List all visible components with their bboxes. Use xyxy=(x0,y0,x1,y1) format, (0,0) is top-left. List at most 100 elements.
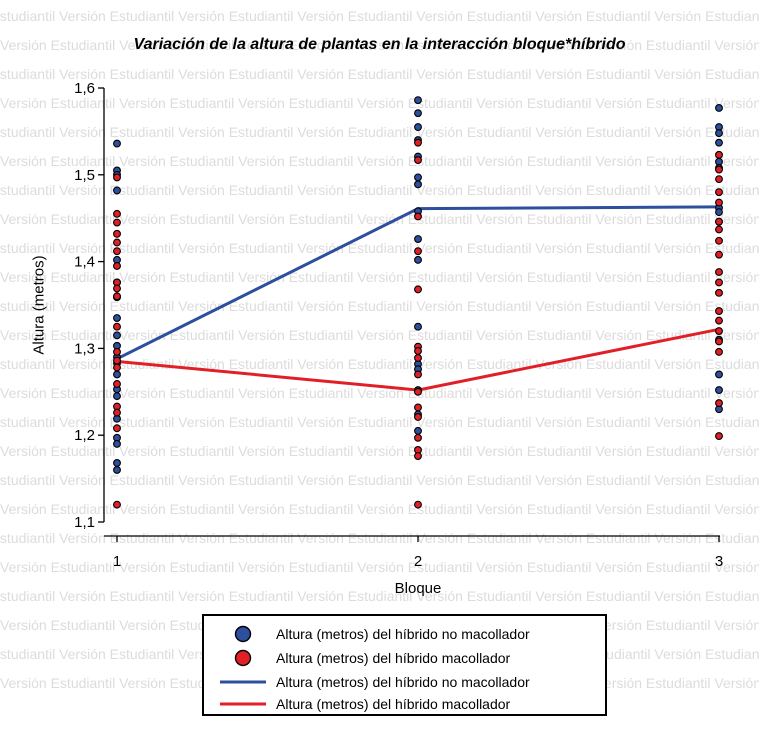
data-point xyxy=(114,409,121,416)
data-point xyxy=(716,348,723,355)
x-axis-label: Bloque xyxy=(395,580,442,597)
data-point xyxy=(114,348,121,355)
data-point xyxy=(114,239,121,246)
data-point xyxy=(114,174,121,181)
y-tick-label: 1,4 xyxy=(74,254,95,271)
data-point xyxy=(415,181,422,188)
data-point xyxy=(716,400,723,407)
legend-item-no-macollador-points: Altura (metros) del híbrido no macollado… xyxy=(204,622,605,646)
series-line xyxy=(117,207,719,359)
data-point xyxy=(114,315,121,322)
data-point xyxy=(114,140,121,147)
data-point xyxy=(114,219,121,226)
data-point xyxy=(716,176,723,183)
data-point xyxy=(716,371,723,378)
red-line-icon xyxy=(218,692,268,716)
legend-label: Altura (metros) del híbrido no macollado… xyxy=(276,626,530,642)
data-point xyxy=(716,338,723,345)
data-point xyxy=(114,210,121,217)
data-point xyxy=(415,286,422,293)
data-point xyxy=(114,440,121,447)
data-point xyxy=(415,213,422,220)
data-point xyxy=(716,433,723,440)
data-point xyxy=(716,251,723,258)
data-point xyxy=(716,289,723,296)
data-point xyxy=(114,425,121,432)
data-point xyxy=(716,199,723,206)
data-point xyxy=(415,348,422,355)
data-point xyxy=(716,105,723,112)
y-tick-label: 1,1 xyxy=(74,514,95,531)
legend-item-no-macollador-line: Altura (metros) del híbrido no macollado… xyxy=(204,670,605,694)
data-point xyxy=(415,427,422,434)
red-dot-icon xyxy=(218,646,268,670)
data-point xyxy=(114,357,121,364)
data-point xyxy=(415,124,422,131)
data-point xyxy=(415,355,422,362)
data-point xyxy=(114,467,121,474)
data-point xyxy=(415,434,422,441)
data-point xyxy=(415,256,422,263)
data-point xyxy=(415,388,422,395)
data-point xyxy=(415,97,422,104)
data-point xyxy=(716,151,723,158)
data-point xyxy=(415,453,422,460)
data-point xyxy=(415,157,422,164)
data-point xyxy=(415,371,422,378)
y-tick-label: 1,5 xyxy=(74,167,95,184)
data-point xyxy=(716,226,723,233)
data-point xyxy=(415,174,422,181)
blue-line-icon xyxy=(218,670,268,694)
data-point xyxy=(415,110,422,117)
data-point xyxy=(415,414,422,421)
y-tick-label: 1,3 xyxy=(74,340,95,357)
data-point xyxy=(716,139,723,146)
data-point xyxy=(415,323,422,330)
data-point xyxy=(716,209,723,216)
data-point xyxy=(114,460,121,467)
data-point xyxy=(114,501,121,508)
legend-label: Altura (metros) del híbrido macollador xyxy=(276,696,510,712)
data-point xyxy=(114,285,121,292)
data-point xyxy=(415,248,422,255)
data-point xyxy=(114,381,121,388)
data-point xyxy=(114,248,121,255)
y-tick-label: 1,2 xyxy=(74,427,95,444)
data-point xyxy=(114,293,121,300)
data-point xyxy=(114,323,121,330)
data-point xyxy=(716,218,723,225)
data-point xyxy=(415,139,422,146)
legend-item-macollador-line: Altura (metros) del híbrido macollador xyxy=(204,692,605,716)
data-point xyxy=(415,501,422,508)
data-point xyxy=(716,189,723,196)
blue-dot-icon xyxy=(218,622,268,646)
data-point xyxy=(114,393,121,400)
chart-title: Variación de la altura de plantas en la … xyxy=(0,36,759,54)
y-axis-label: Altura (metros) xyxy=(31,255,48,354)
data-point xyxy=(114,371,121,378)
data-point xyxy=(114,364,121,371)
data-point xyxy=(716,279,723,286)
data-point xyxy=(114,187,121,194)
data-point xyxy=(114,263,121,270)
x-tick-label: 2 xyxy=(414,553,422,570)
data-point xyxy=(716,166,723,173)
legend: Altura (metros) del híbrido no macollado… xyxy=(202,614,607,716)
y-tick-label: 1,6 xyxy=(74,80,95,97)
data-point xyxy=(716,269,723,276)
x-tick-label: 1 xyxy=(113,553,121,570)
data-point xyxy=(716,317,723,324)
legend-label: Altura (metros) del híbrido macollador xyxy=(276,650,510,666)
legend-label: Altura (metros) del híbrido no macollado… xyxy=(276,674,530,690)
data-point xyxy=(114,332,121,339)
data-point xyxy=(114,230,121,237)
legend-item-macollador-points: Altura (metros) del híbrido macollador xyxy=(204,646,605,670)
x-tick-label: 3 xyxy=(715,553,723,570)
data-point xyxy=(716,328,723,335)
data-point xyxy=(716,308,723,315)
data-point xyxy=(716,130,723,137)
data-point xyxy=(716,387,723,394)
data-point xyxy=(415,236,422,243)
data-point xyxy=(415,404,422,411)
data-point xyxy=(716,237,723,244)
